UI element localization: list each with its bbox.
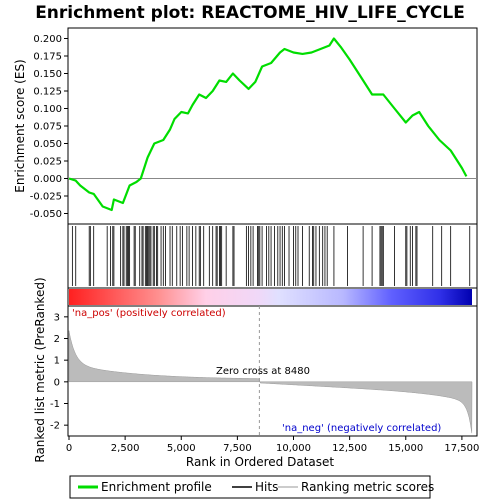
es-tick-label: 0.075 (33, 122, 62, 133)
legend-metric-label: Ranking metric scores (301, 480, 434, 494)
metric-tick-label: 2 (54, 334, 60, 345)
es-tick-label: 0.175 (33, 52, 62, 63)
neg-correlated-label: 'na_neg' (negatively correlated) (282, 423, 441, 434)
x-tick-label: 2,500 (111, 443, 140, 454)
es-axis-label: Enrichment score (ES) (13, 59, 27, 192)
es-tick-label: 0.000 (33, 174, 62, 185)
es-tick-label: 0.200 (33, 34, 62, 45)
legend-hits-label: Hits (255, 480, 278, 494)
rank-colorbar (69, 289, 472, 305)
legend-es-label: Enrichment profile (101, 480, 212, 494)
x-tick-label: 10,000 (276, 443, 311, 454)
metric-tick-label: 0 (54, 377, 60, 388)
x-tick-label: 12,500 (332, 443, 367, 454)
metric-tick-label: 3 (54, 312, 60, 323)
metric-tick-label: -1 (50, 399, 60, 410)
x-tick-label: 17,500 (444, 443, 479, 454)
es-tick-label: 0.025 (33, 157, 62, 168)
x-axis-label: Rank in Ordered Dataset (186, 455, 334, 469)
es-tick-label: 0.150 (33, 69, 62, 80)
x-tick-label: 15,000 (388, 443, 423, 454)
es-tick-label: 0.050 (33, 139, 62, 150)
es-tick-label: -0.025 (30, 192, 62, 203)
x-tick-label: 7,500 (223, 443, 252, 454)
x-tick-label: 0 (66, 443, 72, 454)
metric-panel (67, 305, 478, 437)
zero-cross-label: Zero cross at 8480 (216, 366, 310, 377)
es-tick-label: 0.125 (33, 87, 62, 98)
ranking-metric-area (68, 330, 473, 434)
es-tick-label: 0.100 (33, 104, 62, 115)
es-profile-line (68, 37, 468, 212)
chart-title: Enrichment plot: REACTOME_HIV_LIFE_CYCLE (35, 3, 465, 23)
pos-correlated-label: 'na_pos' (positively correlated) (72, 308, 226, 319)
metric-axis-label: Ranked list metric (PreRanked) (33, 277, 47, 462)
es-panel (67, 27, 478, 225)
es-tick-label: -0.050 (30, 209, 62, 220)
x-tick-label: 5,000 (167, 443, 196, 454)
metric-tick-label: 1 (54, 356, 60, 367)
metric-tick-label: -2 (50, 421, 60, 432)
